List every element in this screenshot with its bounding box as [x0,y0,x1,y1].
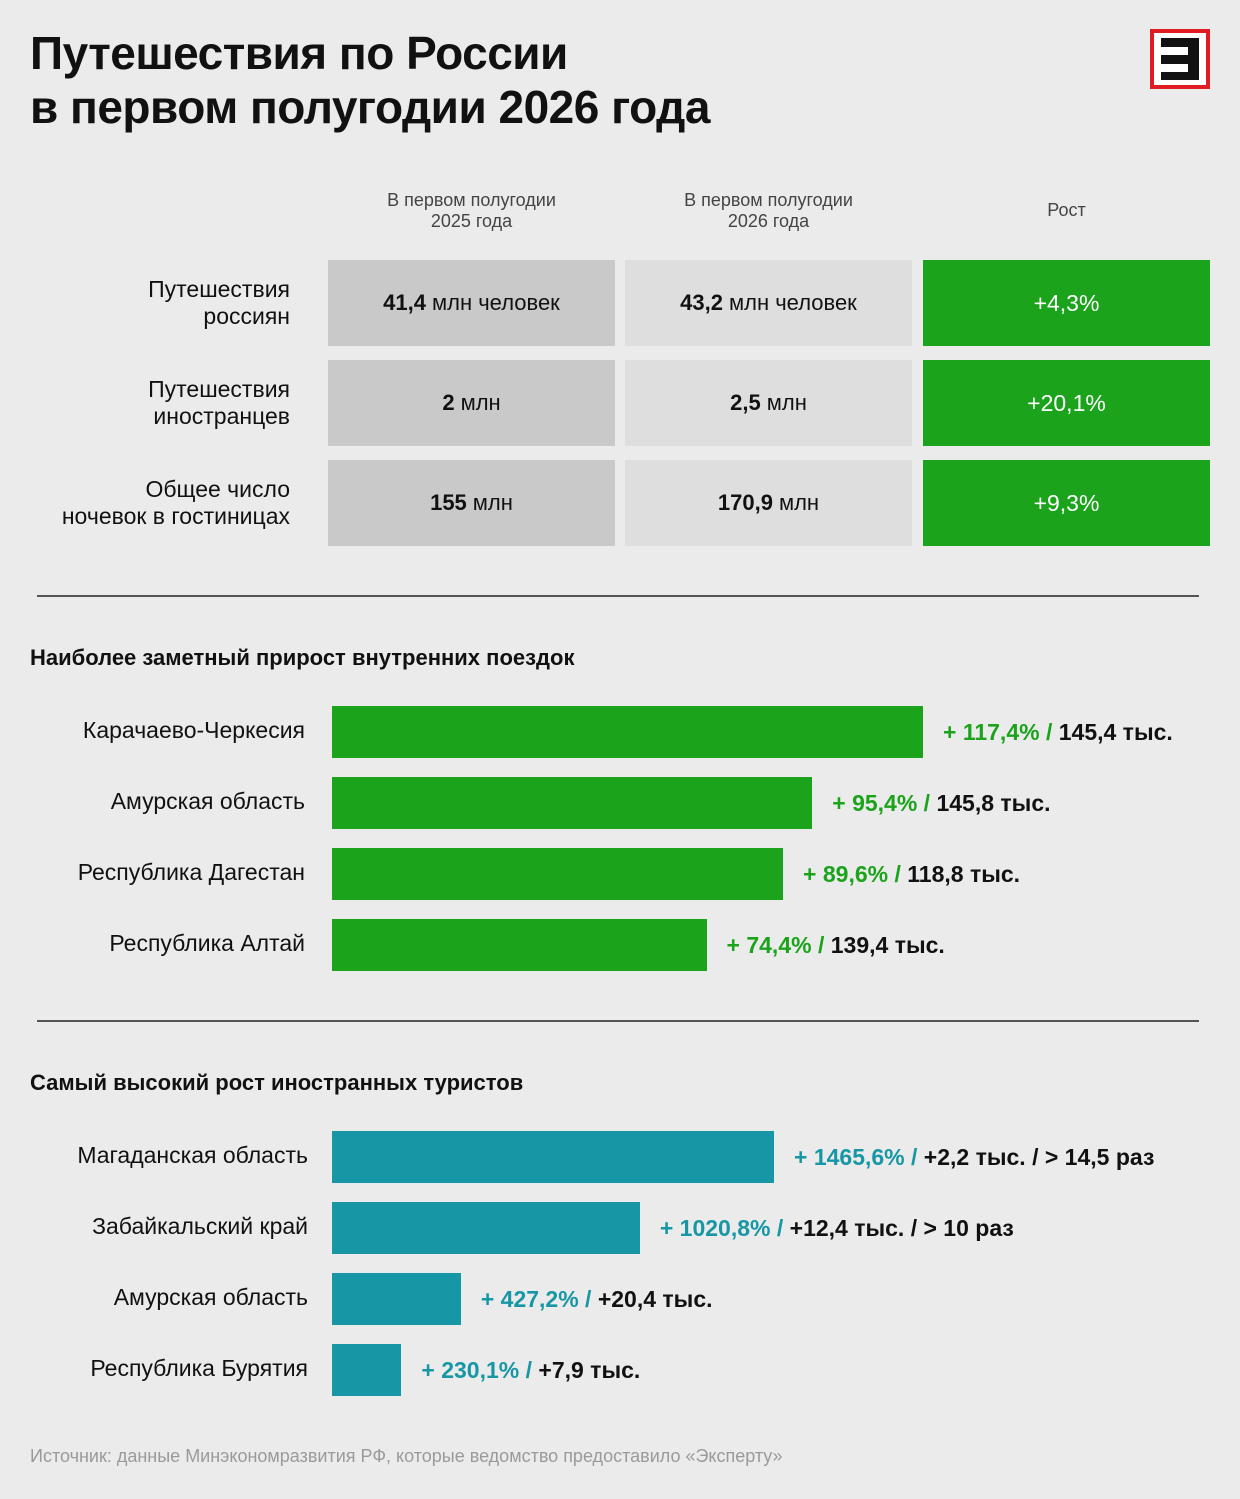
cell-foreigners-2026-value: 2,5 [730,390,761,415]
cell-foreigners-growth: +20,1% [923,360,1210,446]
column-header-growth: Рост [923,200,1210,221]
bar-category-label: Карачаево-Черкесия [82,717,305,743]
cell-foreigners-2025-value: 2 [442,390,455,415]
cell-foreigners-2025: 2 млн [328,360,615,446]
bar-value-label: + 89,6% / 118,8 тыс. [803,848,1020,900]
row-label-russians: Путешествия россиян [20,276,290,330]
column-header-2026-line-2: 2026 года [727,211,810,231]
row-label-russians-line-1: Путешествия [148,276,290,302]
bar-extra-label: +2,2 тыс. / > 14,5 раз [923,1144,1155,1170]
bar-percent-label: + 95,4% / [832,790,937,816]
column-header-2025-line-1: В первом полугодии [387,190,556,210]
cell-hotel-nights-2026-value: 170,9 [717,490,773,515]
bar-category-label: Амурская область [113,1284,308,1310]
bar-extra-label: +7,9 тыс. [538,1357,641,1383]
bar-percent-label: + 74,4% / [726,932,831,958]
bar [332,706,923,758]
bar-extra-label: 139,4 тыс. [830,932,945,958]
bar-percent-label: + 230,1% / [421,1357,539,1383]
row-label-russians-line-2: россиян [203,303,290,329]
bar-value-label: + 427,2% / +20,4 тыс. [481,1273,713,1325]
bar-value-label: + 1020,8% / +12,4 тыс. / > 10 раз [660,1202,1014,1254]
cell-russians-2025-unit: млн человек [432,290,560,315]
cell-russians-2025: 41,4 млн человек [328,260,615,346]
column-header-2025-line-2: 2025 года [430,211,513,231]
bar-category-label: Забайкальский край [92,1213,308,1239]
cell-hotel-nights-2026: 170,9 млн [625,460,912,546]
bar [332,1131,774,1183]
column-header-2026: В первом полугодии 2026 года [625,190,912,232]
bar-extra-label: +12,4 тыс. / > 10 раз [789,1215,1014,1241]
bar-percent-label: + 1020,8% / [659,1215,790,1241]
bar-extra-label: 145,4 тыс. [1058,719,1173,745]
bar-percent-label: + 117,4% / [943,719,1059,745]
bar-value-label: + 95,4% / 145,8 тыс. [832,777,1050,829]
foreign-chart-title: Самый высокий рост иностранных туристов [30,1070,524,1095]
expert-logo[interactable] [1150,29,1210,89]
bar-percent-label: + 89,6% / [803,861,908,887]
cell-hotel-nights-growth-value: +9,3% [1033,489,1100,516]
title-line-1: Путешествия по России [30,27,568,79]
bar-category-label: Республика Бурятия [90,1355,308,1381]
domestic-chart-title: Наиболее заметный прирост внутренних пое… [30,645,575,670]
bar-value-label: + 230,1% / +7,9 тыс. [421,1344,640,1396]
row-label-foreigners-line-1: Путешествия [148,376,290,402]
cell-hotel-nights-2026-unit: млн [778,490,820,515]
bar [332,919,707,971]
cell-hotel-nights-2025-unit: млн [472,490,513,515]
bar [332,1344,402,1396]
column-header-2025: В первом полугодии 2025 года [328,190,615,232]
bar-percent-label: + 427,2% / [480,1286,598,1312]
title-line-2: в первом полугодии 2026 года [30,81,710,133]
cell-russians-2026: 43,2 млн человек [625,260,912,346]
column-header-growth-label: Рост [1047,200,1086,220]
section-divider [37,595,1199,597]
cell-foreigners-2026-unit: млн [766,390,807,415]
row-label-hotel-nights-line-1: Общее число [145,476,290,502]
column-header-2026-line-1: В первом полугодии [684,190,853,210]
cell-hotel-nights-growth: +9,3% [923,460,1210,546]
section-divider [37,1020,1199,1022]
bar-extra-label: 118,8 тыс. [907,861,1021,887]
cell-russians-2025-value: 41,4 [383,290,426,315]
row-label-hotel-nights-line-2: ночевок в гостиницах [61,503,290,529]
source-note: Источник: данные Минэкономразвития РФ, к… [30,1446,783,1466]
bar-extra-label: 145,8 тыс. [936,790,1051,816]
cell-russians-growth-value: +4,3% [1033,289,1100,316]
cell-foreigners-2025-unit: млн [460,390,501,415]
bar [332,1273,461,1325]
cell-foreigners-growth-value: +20,1% [1027,389,1106,416]
bar-percent-label: + 1465,6% / [794,1144,924,1170]
row-label-hotel-nights: Общее число ночевок в гостиницах [20,476,290,530]
bar [332,1202,640,1254]
cell-russians-growth: +4,3% [923,260,1210,346]
bar-value-label: + 74,4% / 139,4 тыс. [727,919,945,971]
bar-category-label: Амурская область [110,788,305,814]
cell-hotel-nights-2025-value: 155 [430,490,467,515]
bar-value-label: + 1465,6% / +2,2 тыс. / > 14,5 раз [794,1131,1154,1183]
bar-category-label: Республика Дагестан [77,859,305,885]
cell-russians-2026-unit: млн человек [729,290,857,315]
cell-hotel-nights-2025: 155 млн [328,460,615,546]
bar-category-label: Магаданская область [77,1142,308,1168]
page-title: Путешествия по России в первом полугодии… [30,26,710,134]
row-label-foreigners-line-2: иностранцев [153,403,290,429]
bar [332,777,813,829]
logo-mark [1154,33,1206,85]
row-label-foreigners: Путешествия иностранцев [20,376,290,430]
bar [332,848,784,900]
cell-russians-2026-value: 43,2 [680,290,723,315]
bar-extra-label: +20,4 тыс. [597,1286,713,1312]
cell-foreigners-2026: 2,5 млн [625,360,912,446]
logo-e-icon [1161,38,1199,80]
bar-category-label: Республика Алтай [109,930,305,956]
bar-value-label: + 117,4% / 145,4 тыс. [943,706,1173,758]
